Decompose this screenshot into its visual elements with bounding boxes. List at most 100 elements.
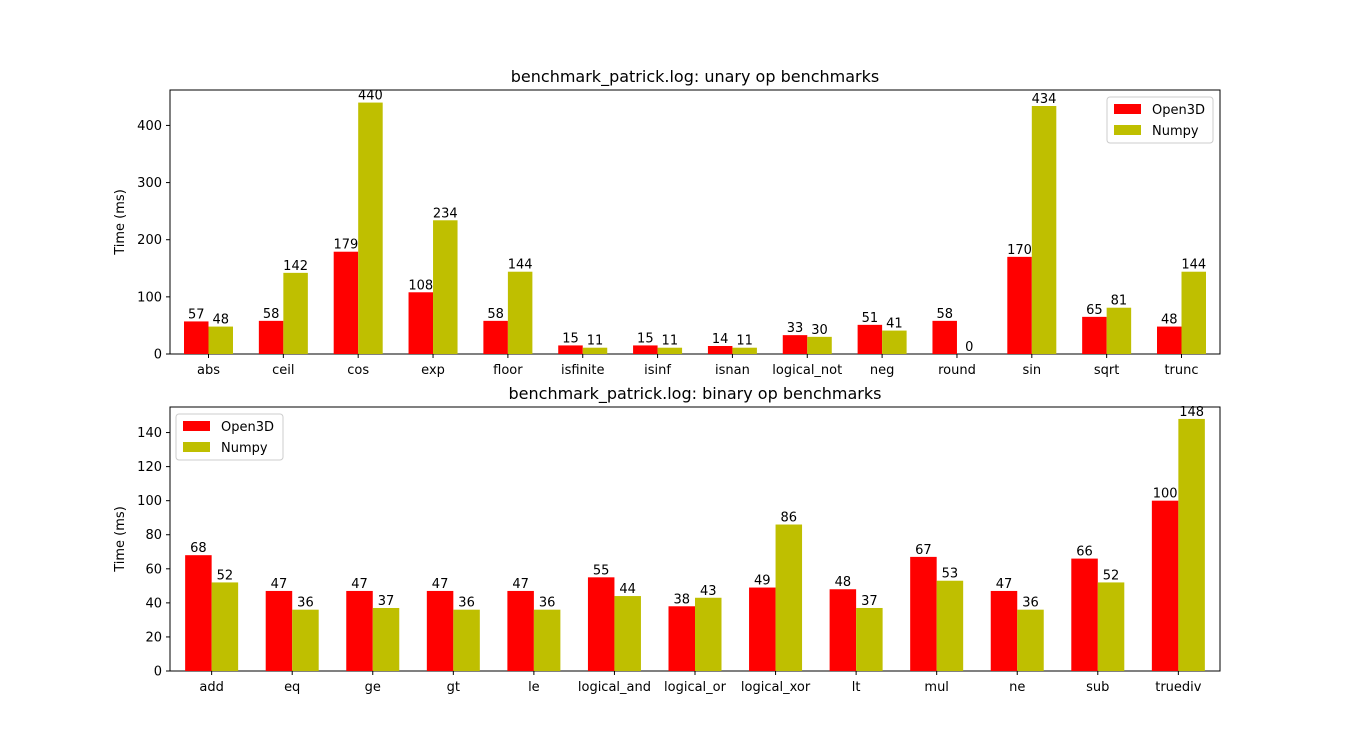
- legend-label-numpy: Numpy: [221, 441, 268, 456]
- bar-numpy: [1106, 307, 1132, 354]
- legend-swatch-numpy: [183, 442, 210, 452]
- data-label: 47: [351, 577, 368, 592]
- bar-numpy: [614, 596, 641, 671]
- data-label: 55: [593, 563, 610, 578]
- x-tick-label: add: [199, 680, 223, 695]
- bar-numpy: [775, 524, 803, 671]
- x-tick-label: exp: [421, 363, 445, 378]
- data-label: 179: [334, 238, 359, 253]
- bar-open3d: [668, 606, 695, 671]
- data-label: 51: [862, 311, 879, 326]
- bar-numpy: [882, 330, 907, 354]
- x-tick-label: sub: [1086, 680, 1109, 695]
- x-tick-label: abs: [197, 363, 220, 378]
- bar-open3d: [258, 320, 284, 354]
- x-tick-label: cos: [347, 363, 369, 378]
- data-label: 36: [297, 596, 314, 611]
- data-label: 142: [283, 259, 308, 274]
- x-tick-label: floor: [493, 363, 523, 378]
- y-tick-label: 100: [137, 290, 162, 305]
- y-axis-label: Time (ms): [113, 189, 128, 256]
- data-label: 11: [662, 334, 679, 349]
- data-label: 57: [188, 307, 205, 322]
- bar-numpy: [856, 607, 883, 671]
- data-label: 11: [587, 334, 604, 349]
- bar-open3d: [1151, 500, 1179, 671]
- data-label: 30: [811, 323, 828, 338]
- data-label: 58: [936, 307, 953, 322]
- bar-numpy: [208, 326, 233, 354]
- bar-open3d: [185, 555, 212, 671]
- bar-open3d: [587, 577, 615, 671]
- bar-numpy: [657, 347, 683, 354]
- y-tick-label: 400: [137, 119, 162, 134]
- y-tick-label: 20: [145, 630, 162, 645]
- bar-open3d: [346, 590, 373, 671]
- bar-open3d: [265, 590, 293, 671]
- data-label: 144: [1181, 258, 1206, 273]
- data-label: 44: [619, 582, 636, 597]
- data-label: 170: [1007, 243, 1032, 258]
- y-tick-label: 120: [137, 460, 162, 475]
- bar-numpy: [1178, 418, 1205, 671]
- data-label: 0: [965, 340, 973, 355]
- bar-open3d: [633, 345, 658, 354]
- x-tick-label: trunc: [1164, 363, 1198, 378]
- y-tick-label: 0: [154, 348, 162, 363]
- x-tick-label: sqrt: [1094, 363, 1119, 378]
- data-label: 434: [1032, 92, 1057, 107]
- x-tick-label: ge: [365, 680, 381, 695]
- data-label: 36: [458, 596, 475, 611]
- data-label: 47: [512, 577, 529, 592]
- x-tick-label: isfinite: [561, 363, 605, 378]
- axes-frame: abs ceil cos exp floor isfinite isinf isnan logi…: [137, 89, 1221, 378]
- bar-open3d: [910, 556, 937, 671]
- bar-numpy: [1097, 582, 1125, 671]
- y-axis-label: Time (ms): [113, 506, 128, 573]
- bar-open3d: [1071, 558, 1098, 671]
- legend-swatch-numpy: [1114, 125, 1141, 135]
- bar-open3d: [782, 335, 808, 354]
- legend: Open3D Numpy: [175, 413, 284, 461]
- y-tick-label: 0: [154, 665, 162, 680]
- bar-open3d: [1007, 256, 1032, 354]
- data-label: 65: [1086, 303, 1103, 318]
- bar-numpy: [1181, 271, 1206, 354]
- x-tick-label: ne: [1009, 680, 1025, 695]
- x-tick-label: logical_not: [772, 363, 842, 378]
- data-label: 81: [1111, 294, 1128, 309]
- data-label: 148: [1179, 405, 1204, 420]
- x-tick-label: eq: [284, 680, 300, 695]
- y-tick-label: 200: [137, 233, 162, 248]
- bar-open3d: [749, 587, 776, 671]
- y-tick-label: 80: [145, 528, 162, 543]
- bars: 68 52 47 36 47 37 47 36 47 36 55 44 38 43 49 86 48 37 67 53…: [185, 405, 1205, 671]
- data-label: 52: [1103, 568, 1120, 583]
- data-label: 41: [886, 317, 903, 332]
- bar-open3d: [1157, 326, 1182, 354]
- data-label: 49: [754, 574, 771, 589]
- data-label: 86: [781, 511, 798, 526]
- data-label: 66: [1076, 545, 1093, 560]
- x-tick-label: isinf: [644, 363, 671, 378]
- bar-numpy: [1031, 106, 1057, 354]
- y-tick-label: 140: [137, 426, 162, 441]
- x-tick-label: isnan: [715, 363, 750, 378]
- data-label: 47: [432, 577, 449, 592]
- bar-open3d: [507, 590, 534, 671]
- bar-numpy: [936, 580, 964, 671]
- data-label: 47: [271, 577, 288, 592]
- bar-open3d: [1082, 316, 1107, 354]
- data-label: 144: [508, 258, 533, 273]
- bar-numpy: [807, 336, 832, 354]
- data-label: 108: [408, 278, 433, 293]
- x-tick-label: gt: [447, 680, 460, 695]
- y-tick-label: 40: [145, 596, 162, 611]
- bar-open3d: [990, 590, 1018, 671]
- chart-title: benchmark_patrick.log: unary op benchmar…: [511, 67, 879, 87]
- data-label: 48: [835, 575, 852, 590]
- data-label: 67: [915, 543, 932, 558]
- data-label: 440: [358, 89, 383, 104]
- x-tick-label: ceil: [272, 363, 294, 378]
- legend: Open3D Numpy: [1106, 96, 1214, 144]
